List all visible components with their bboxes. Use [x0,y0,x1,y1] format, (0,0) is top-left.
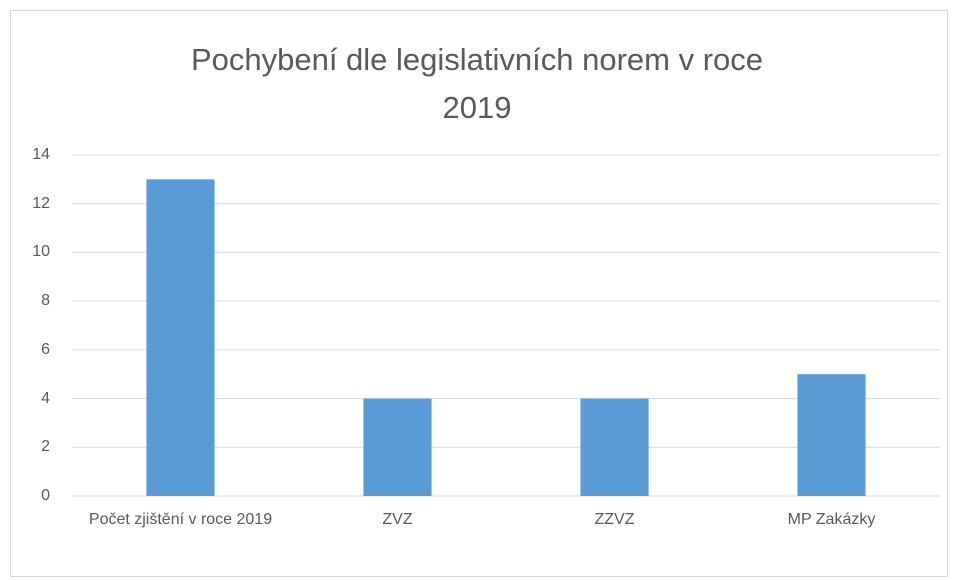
x-tick-label: ZVZ [382,511,413,528]
bar [797,374,866,496]
x-tick-label: MP Zakázky [787,511,876,528]
x-tick-label: Počet zjištění v roce 2019 [88,511,273,528]
y-tick-label: 8 [41,292,50,310]
chart-title: Pochybení dle legislativních norem v roc… [190,42,764,125]
y-tick-label: 2 [41,438,50,456]
y-tick-label: 4 [41,389,50,407]
y-tick-label: 6 [41,340,50,358]
bar [363,398,432,496]
y-tick-label: 10 [32,243,50,261]
x-tick-label: ZZVZ [594,511,635,528]
y-tick-label: 14 [32,146,50,163]
y-tick-label: 12 [32,194,50,212]
bar [146,179,215,496]
y-tick-label: 0 [41,487,50,504]
bar [580,398,649,496]
